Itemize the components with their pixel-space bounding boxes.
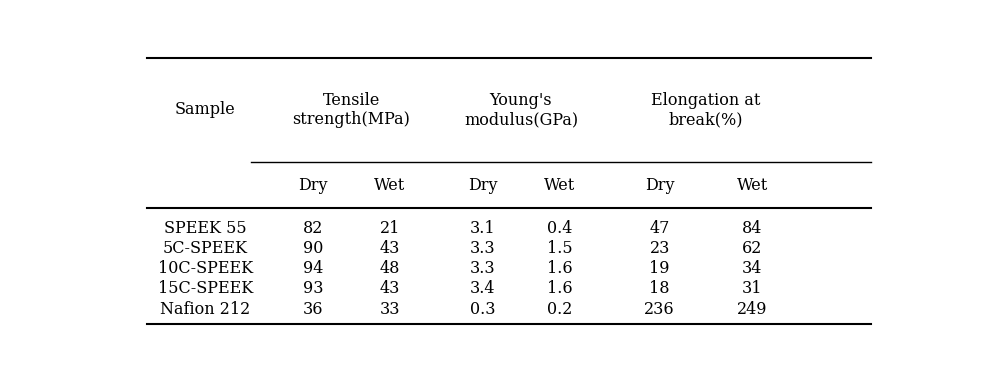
Text: 1.6: 1.6 <box>547 260 573 277</box>
Text: Wet: Wet <box>544 177 576 194</box>
Text: 10C-SPEEK: 10C-SPEEK <box>158 260 252 277</box>
Text: Young's
modulus(GPa): Young's modulus(GPa) <box>464 92 579 128</box>
Text: 34: 34 <box>742 260 762 277</box>
Text: 31: 31 <box>742 280 762 297</box>
Text: 23: 23 <box>649 240 670 257</box>
Text: 43: 43 <box>380 280 401 297</box>
Text: Wet: Wet <box>375 177 406 194</box>
Text: Elongation at
break(%): Elongation at break(%) <box>651 92 760 128</box>
Text: Tensile
strength(MPa): Tensile strength(MPa) <box>292 92 411 128</box>
Text: 48: 48 <box>380 260 401 277</box>
Text: 94: 94 <box>303 260 323 277</box>
Text: 3.3: 3.3 <box>469 260 495 277</box>
Text: 21: 21 <box>380 220 401 237</box>
Text: 0.3: 0.3 <box>470 301 495 318</box>
Text: Wet: Wet <box>737 177 767 194</box>
Text: 36: 36 <box>303 301 323 318</box>
Text: 93: 93 <box>303 280 323 297</box>
Text: 0.4: 0.4 <box>547 220 573 237</box>
Text: 33: 33 <box>380 301 401 318</box>
Text: 0.2: 0.2 <box>547 301 573 318</box>
Text: 62: 62 <box>742 240 762 257</box>
Text: SPEEK 55: SPEEK 55 <box>164 220 247 237</box>
Text: 3.3: 3.3 <box>469 240 495 257</box>
Text: 249: 249 <box>737 301 767 318</box>
Text: Nafion 212: Nafion 212 <box>160 301 250 318</box>
Text: 3.4: 3.4 <box>470 280 495 297</box>
Text: Dry: Dry <box>468 177 497 194</box>
Text: 1.5: 1.5 <box>547 240 573 257</box>
Text: Dry: Dry <box>298 177 328 194</box>
Text: Dry: Dry <box>645 177 674 194</box>
Text: 1.6: 1.6 <box>547 280 573 297</box>
Text: 236: 236 <box>644 301 675 318</box>
Text: 5C-SPEEK: 5C-SPEEK <box>163 240 248 257</box>
Text: 15C-SPEEK: 15C-SPEEK <box>157 280 252 297</box>
Text: 47: 47 <box>649 220 670 237</box>
Text: Sample: Sample <box>175 102 236 118</box>
Text: 18: 18 <box>649 280 670 297</box>
Text: 90: 90 <box>303 240 323 257</box>
Text: 3.1: 3.1 <box>469 220 495 237</box>
Text: 43: 43 <box>380 240 401 257</box>
Text: 84: 84 <box>742 220 762 237</box>
Text: 19: 19 <box>649 260 670 277</box>
Text: 82: 82 <box>303 220 323 237</box>
